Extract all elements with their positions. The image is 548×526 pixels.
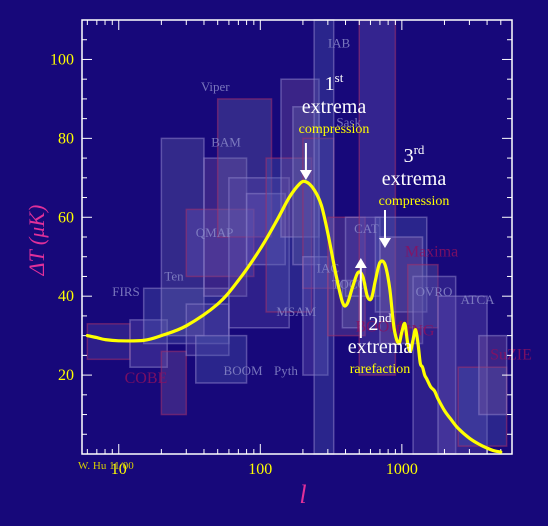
credit-label: W. Hu 11/00: [78, 460, 134, 472]
experiment-box: [203, 157, 248, 297]
experiment-box: [457, 366, 508, 447]
experiment-label: Maxima: [405, 244, 458, 261]
experiment-label: QMAP: [196, 225, 234, 240]
series-line: [85, 179, 503, 454]
experiment-label: Sask: [336, 115, 361, 130]
experiment-label: CAT: [354, 221, 379, 236]
experiment-label: BOOM: [224, 363, 263, 378]
x-tick-label: 100: [248, 461, 272, 478]
annotation-arrowhead: [378, 238, 391, 248]
experiment-label: TOCO: [332, 276, 367, 291]
experiment-label: BOOM: [355, 319, 403, 336]
annotation-word: extrema: [382, 168, 447, 190]
power-spectrum-curve: [85, 179, 503, 454]
y-axis: 20 40 60 80 100: [50, 19, 512, 455]
experiment-box: [185, 303, 230, 357]
y-tick-label: 100: [50, 51, 74, 68]
x-axis: 10 100 1000: [86, 20, 513, 478]
annotation-word: extrema: [302, 96, 367, 118]
experiment-label: Viper: [201, 79, 230, 94]
experiment-box: [160, 137, 205, 337]
experiment-box: [216, 98, 273, 238]
experiment-label: Pyth: [274, 363, 298, 378]
x-tick-label: 1000: [386, 461, 418, 478]
experiment-box: [185, 208, 255, 278]
experiment-label: SuZIE: [490, 346, 532, 363]
experiment-box: [358, 19, 397, 376]
y-tick-label: 20: [58, 367, 74, 384]
y-tick-label: 40: [58, 288, 74, 305]
experiment-box: [265, 157, 313, 313]
annotation-type: compression: [379, 194, 450, 209]
experiment-labels: IAB Sask Viper BAM QMAP Ten FIRS COBE BOOM Pyth CA…: [112, 36, 532, 387]
experiment-box: [195, 334, 248, 384]
annotation-arrowhead: [299, 170, 312, 180]
experiment-label: OVRO: [416, 284, 453, 299]
experiment-label: COBE: [125, 370, 168, 387]
annotations: 1stextremacompression3rdextremacompressi…: [299, 70, 450, 377]
x-axis-label: l: [299, 480, 306, 509]
annotation-type: rarefaction: [350, 362, 411, 377]
annotation-type: compression: [299, 122, 370, 137]
x-tick-label: 10: [111, 461, 127, 478]
annotation-arrowhead: [354, 258, 367, 268]
experiment-box: [379, 236, 424, 345]
experiment-box: [280, 78, 320, 238]
experiment-label: IAB: [328, 36, 351, 51]
y-tick-label: 60: [58, 209, 74, 226]
experiment-boxes: [86, 19, 508, 455]
experiment-box: [160, 350, 188, 416]
experiment-label: MSAM: [276, 304, 316, 319]
y-axis-label: ΔT (μK): [24, 205, 49, 277]
annotation-word: extrema: [348, 336, 413, 358]
y-tick-label: 80: [58, 130, 74, 147]
experiment-box: [302, 255, 329, 376]
experiment-label: ATCA: [461, 292, 496, 307]
experiment-label: FIRS: [112, 284, 139, 299]
experiment-label: BAM: [211, 134, 241, 149]
experiment-label: Ten: [164, 268, 184, 283]
